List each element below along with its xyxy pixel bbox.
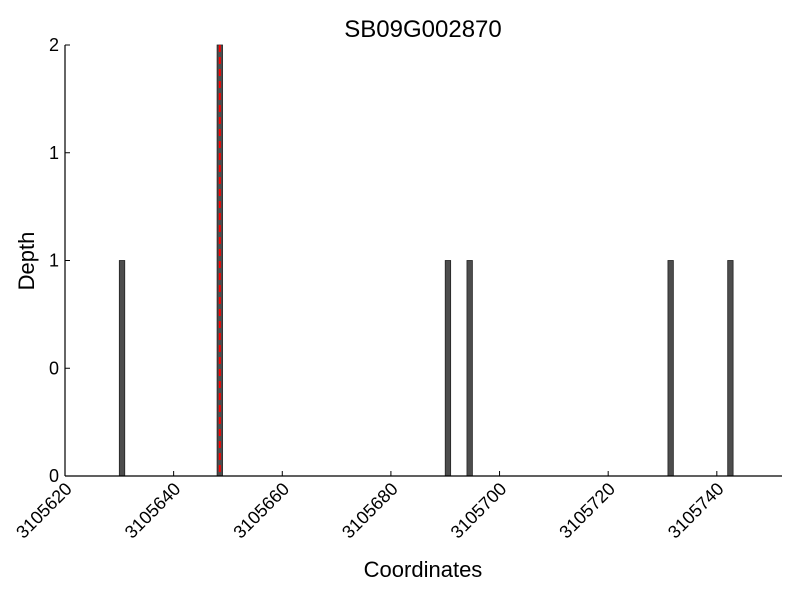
y-axis-label: Depth bbox=[14, 232, 39, 291]
bar bbox=[727, 260, 734, 477]
bar bbox=[667, 260, 674, 477]
y-tick-label: 1 bbox=[49, 251, 59, 271]
bar bbox=[444, 260, 452, 477]
bar bbox=[466, 260, 473, 477]
y-tick-label: 0 bbox=[49, 466, 59, 486]
x-tick-label: 3105680 bbox=[338, 479, 402, 543]
bar bbox=[118, 260, 126, 477]
x-tick-label: 3105700 bbox=[447, 479, 511, 543]
y-tick-label: 0 bbox=[49, 358, 59, 378]
x-tick-label: 3105620 bbox=[12, 479, 76, 543]
y-tick-label: 2 bbox=[49, 35, 59, 55]
x-tick-label: 3105740 bbox=[664, 479, 728, 543]
chart-title: SB09G002870 bbox=[344, 16, 501, 43]
x-axis-label: Coordinates bbox=[364, 557, 483, 582]
x-tick-label: 3105660 bbox=[229, 479, 293, 543]
x-tick-label: 3105640 bbox=[121, 479, 185, 543]
x-tick-label: 3105720 bbox=[555, 479, 619, 543]
y-tick-label: 1 bbox=[49, 143, 59, 163]
